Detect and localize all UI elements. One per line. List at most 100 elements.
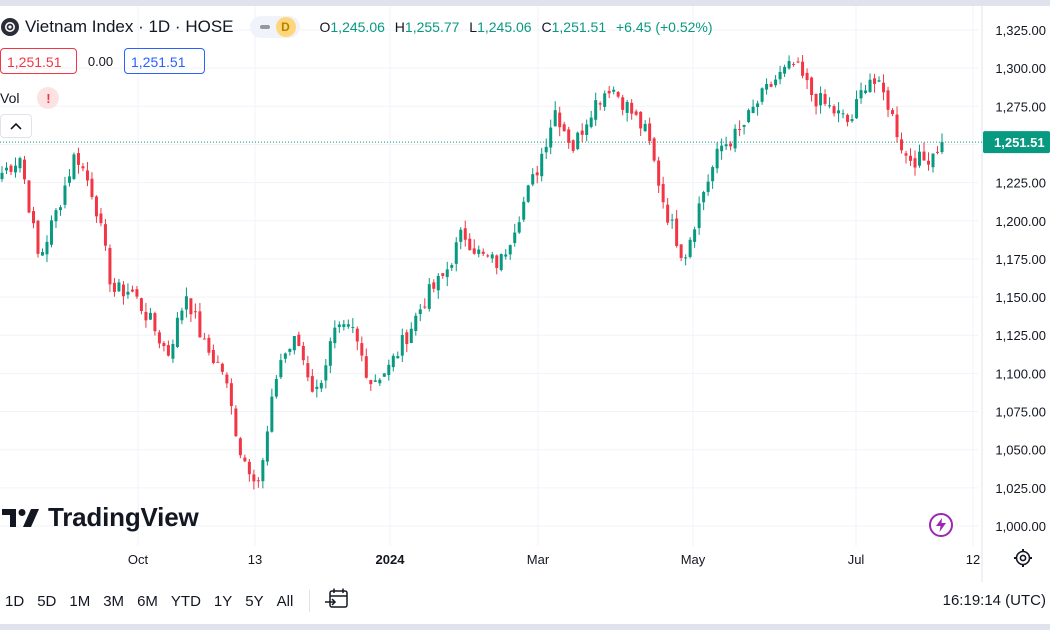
symbol-title[interactable]: Vietnam Index · 1D · HOSE: [25, 17, 234, 36]
candle-body: [72, 154, 76, 179]
market-status-pill[interactable]: D: [249, 16, 300, 38]
candle-body: [706, 181, 710, 192]
y-tick-label: 1,025.00: [995, 481, 1046, 496]
candlestick-chart[interactable]: 1,000.00 1,025.00 1,050.00 1,075.00 1,100.00…: [0, 6, 1050, 624]
y-tick-label: 1,175.00: [995, 252, 1046, 267]
candle-body: [81, 166, 85, 169]
sell-price-button[interactable]: 1,251.51: [0, 48, 77, 74]
candle-body: [922, 151, 926, 161]
candle-body: [139, 298, 143, 312]
range-6m[interactable]: 6M: [137, 592, 158, 610]
range-1d[interactable]: 1D: [5, 592, 25, 610]
candle-body: [787, 61, 791, 69]
candle-body: [445, 269, 449, 278]
candle-body: [661, 184, 665, 203]
open-value: 1,245.06: [330, 19, 385, 35]
candle-body: [400, 335, 404, 356]
candle-body: [882, 82, 886, 93]
candle-body: [900, 139, 904, 151]
settings-gear-icon[interactable]: [1013, 548, 1033, 573]
candle-body: [621, 97, 625, 110]
candle-body: [742, 125, 746, 127]
candle-body: [148, 312, 152, 320]
last-price-tag-text: 1,251.51: [994, 135, 1045, 150]
candle-body: [76, 153, 80, 165]
y-tick-label: 1,125.00: [995, 328, 1046, 343]
collapse-legend-button[interactable]: [0, 114, 32, 138]
buy-price-button[interactable]: 1,251.51: [124, 48, 205, 74]
candle-body: [22, 159, 26, 180]
candle-body: [886, 90, 890, 110]
candle-body: [765, 83, 769, 90]
date-range-calendar-icon[interactable]: [324, 587, 350, 616]
candle-body: [751, 106, 755, 114]
candle-body: [180, 310, 184, 321]
range-1m[interactable]: 1M: [69, 592, 91, 610]
candle-body: [198, 311, 202, 338]
delayed-data-badge: D: [275, 17, 296, 37]
candle-body: [238, 438, 242, 456]
range-all[interactable]: All: [276, 592, 294, 610]
candle-body: [409, 328, 413, 344]
candle-body: [234, 408, 238, 437]
warning-icon[interactable]: !: [37, 87, 60, 109]
x-tick-label: Jul: [848, 552, 865, 567]
candle-body: [207, 337, 211, 353]
candle-body: [387, 364, 391, 376]
candle-body: [292, 336, 296, 351]
candle-body: [373, 380, 377, 382]
candle-body: [571, 140, 575, 151]
high-key: H: [394, 19, 405, 35]
candle-body: [274, 378, 278, 397]
y-tick-label: 1,275.00: [995, 99, 1046, 114]
range-1y[interactable]: 1Y: [213, 592, 233, 610]
candle-body: [4, 167, 8, 171]
candle-body: [184, 296, 188, 310]
candle-body: [585, 124, 589, 135]
candle-body: [576, 132, 580, 150]
candle-body: [918, 151, 922, 166]
candle-body: [85, 170, 89, 181]
candle-body: [9, 165, 13, 172]
candle-body: [598, 103, 602, 105]
lightning-icon[interactable]: [929, 513, 953, 537]
candle-body: [279, 360, 283, 378]
volume-label[interactable]: Vol: [0, 90, 20, 106]
candle-body: [504, 254, 508, 257]
candle-body: [130, 289, 134, 292]
candle-body: [306, 363, 310, 378]
candle-body: [841, 113, 845, 115]
time-axis-labels: Oct 13 2024 Mar May Jul 12: [128, 552, 980, 567]
candle-body: [913, 158, 917, 168]
candle-body: [270, 396, 274, 432]
tradingview-logo[interactable]: TradingView: [2, 502, 199, 533]
candle-body: [220, 363, 224, 372]
candle-body: [382, 373, 386, 377]
candle-body: [904, 153, 908, 156]
candle-body: [261, 460, 265, 482]
high-value: 1,255.77: [404, 19, 460, 35]
range-5d[interactable]: 5D: [37, 592, 57, 610]
candle-body: [472, 248, 476, 254]
range-3m[interactable]: 3M: [103, 592, 125, 610]
candle-body: [63, 185, 67, 205]
candle-body: [27, 180, 31, 213]
y-tick-label: 1,200.00: [995, 214, 1046, 229]
y-tick-label: 1,300.00: [995, 61, 1046, 76]
candle-body: [477, 249, 481, 254]
y-tick-label: 1,225.00: [995, 176, 1046, 191]
utc-clock[interactable]: 16:19:14 (UTC): [942, 592, 1046, 609]
range-ytd[interactable]: YTD: [170, 592, 201, 610]
candle-body: [783, 66, 787, 74]
chart-area[interactable]: 1,000.00 1,025.00 1,050.00 1,075.00 1,100.00…: [0, 6, 1050, 624]
candle-body: [855, 99, 859, 119]
range-5y[interactable]: 5Y: [245, 592, 264, 610]
trade-price-row: 1,251.51 0.00 1,251.51: [0, 48, 205, 74]
candle-body: [58, 207, 62, 211]
candle-body: [490, 254, 494, 259]
candle-body: [454, 242, 458, 264]
candle-body: [13, 165, 17, 173]
candle-body: [774, 79, 778, 86]
candle-body: [805, 72, 809, 81]
grid-lines: [0, 6, 978, 546]
